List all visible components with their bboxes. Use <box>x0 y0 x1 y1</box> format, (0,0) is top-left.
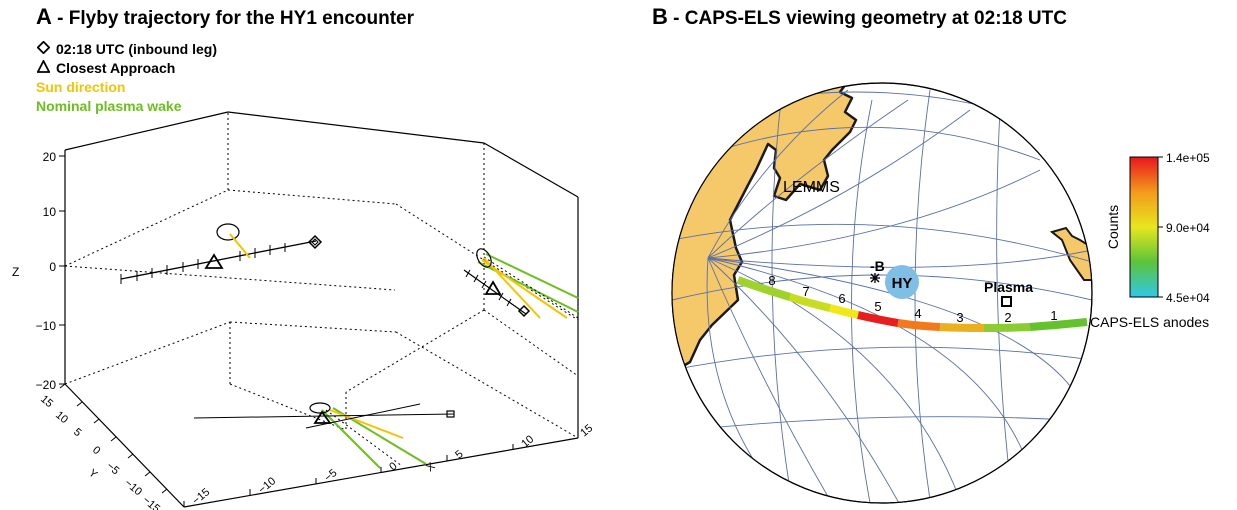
anode-numbers: 8 7 6 5 4 3 2 1 <box>768 273 1057 325</box>
anode-3 <box>939 323 985 332</box>
box-back-edges <box>64 112 579 439</box>
panel-b-plot: 8 7 6 5 4 3 2 1 CAPS-ELS anodes HY -B Pl… <box>671 82 1210 504</box>
anodes-label: CAPS-ELS anodes <box>1090 314 1209 330</box>
panel-a-letter: A <box>36 4 52 29</box>
diamond-icon <box>36 40 50 59</box>
plasma-label: Plasma <box>984 279 1033 295</box>
anode-7 <box>788 293 831 312</box>
y-axis-ticks <box>59 383 168 494</box>
x-tick-m10: −10 <box>256 475 278 496</box>
closest-approach-triangle <box>204 253 224 269</box>
globe-grid <box>672 89 1092 503</box>
y-tick-15: 15 <box>38 393 55 410</box>
x-tick-m15: −15 <box>190 486 212 507</box>
anode-5 <box>857 311 899 327</box>
flyby-0218-diamond <box>307 234 323 250</box>
minus-b-marker-icon <box>870 273 880 283</box>
x-tick-m5: −5 <box>322 467 339 484</box>
minus-b-label: -B <box>870 258 885 274</box>
anode-8 <box>736 276 792 301</box>
colorbar-min: 4.5e+04 <box>1166 291 1210 305</box>
right-obstruction <box>1049 226 1092 281</box>
z-tick-0: 0 <box>49 260 56 274</box>
anode-label-4: 4 <box>914 306 921 321</box>
x-axis-label: X <box>424 460 438 474</box>
anode-6 <box>828 304 859 319</box>
x-axis-ticks <box>183 432 579 507</box>
legend-label-0218: 02:18 UTC (inbound leg) <box>56 41 217 57</box>
plasma-marker-icon <box>1001 296 1012 307</box>
z-axis-label: Z <box>12 265 19 279</box>
y-axis-labels: 15 10 5 0 −5 −10 −15 Y <box>38 393 162 510</box>
anode-label-5: 5 <box>874 299 881 314</box>
triangle-icon <box>35 59 51 78</box>
panel-a-title: A - Flyby trajectory for the HY1 encount… <box>36 4 414 30</box>
panel-a-plot <box>59 111 579 508</box>
x-tick-15: 15 <box>578 422 595 439</box>
legend-item-sun: Sun direction <box>36 78 217 97</box>
panel-a-title-text: - Flyby trajectory for the HY1 encounter <box>51 8 415 29</box>
hy-disk <box>885 265 919 299</box>
colorbar-label: Counts <box>1105 205 1121 249</box>
y-tick-5: 5 <box>71 426 83 439</box>
y-tick-10: 10 <box>53 409 70 426</box>
sun-direction-line <box>229 233 251 259</box>
anode-4 <box>897 319 941 331</box>
panel-b-title-text: - CAPS-ELS viewing geometry at 02:18 UTC <box>667 8 1067 29</box>
colorbar-max: 1.4e+05 <box>1166 151 1210 165</box>
anode-label-6: 6 <box>838 291 845 306</box>
z-axis-labels: 20 10 0 −10 −20 Z <box>12 150 56 392</box>
panel-b-letter: B <box>652 4 668 29</box>
z-tick-10: 10 <box>43 205 57 219</box>
lemms-label: LEMMS <box>783 179 840 196</box>
legend-label-wake: Nominal plasma wake <box>36 98 182 114</box>
box-edges <box>64 111 579 508</box>
anode-label-2: 2 <box>1004 310 1011 325</box>
hy-label: HY <box>892 275 913 292</box>
caps-els-anodes <box>736 276 1088 332</box>
panel-a-legend: 02:18 UTC (inbound leg) Closest Approach… <box>35 40 217 116</box>
anode-label-3: 3 <box>956 310 963 325</box>
hy-body-ellipse <box>216 223 240 241</box>
trajectory-3d <box>120 223 323 284</box>
panel-b-title: B - CAPS-ELS viewing geometry at 02:18 U… <box>652 4 1067 30</box>
trajectory-yz-projection <box>463 248 579 319</box>
colorbar-mid: 9.0e+04 <box>1166 221 1210 235</box>
y-tick-m5: −5 <box>104 460 121 477</box>
anode-label-7: 7 <box>802 284 809 299</box>
z-tick-20: 20 <box>43 150 57 164</box>
y-tick-0: 0 <box>90 444 102 457</box>
legend-item-closest-approach: Closest Approach <box>35 59 217 78</box>
anode-1 <box>1029 318 1088 331</box>
trajectory-xy-projection <box>193 402 455 469</box>
colorbar: 1.4e+05 9.0e+04 4.5e+04 Counts <box>1105 151 1210 305</box>
anode-2 <box>983 323 1031 332</box>
z-axis-ticks <box>59 155 65 385</box>
y-tick-m15: −15 <box>140 494 162 510</box>
legend-label-sun: Sun direction <box>36 79 126 95</box>
z-tick-m10: −10 <box>36 319 57 333</box>
y-axis-label: Y <box>86 467 100 481</box>
legend-item-0218: 02:18 UTC (inbound leg) <box>36 40 217 59</box>
legend-item-wake: Nominal plasma wake <box>36 97 217 116</box>
legend-label-closest-approach: Closest Approach <box>56 60 176 76</box>
z-tick-m20: −20 <box>36 378 57 392</box>
anode-label-8: 8 <box>768 273 775 288</box>
y-tick-m10: −10 <box>122 477 144 498</box>
anode-label-1: 1 <box>1050 308 1057 323</box>
